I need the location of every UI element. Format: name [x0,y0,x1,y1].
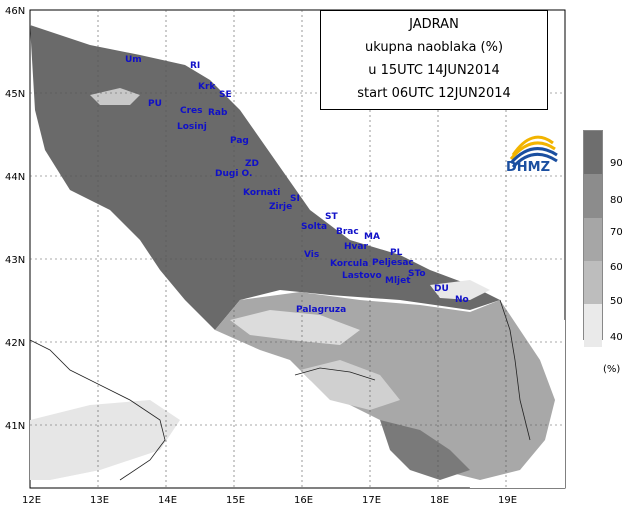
legend-label: 40 [610,332,623,343]
cloud-patch-dark-south [380,420,470,480]
place-label: SE [219,90,232,100]
place-label: Losinj [177,122,207,132]
legend-swatch [584,260,602,304]
lon-label: 18E [430,495,449,506]
place-label: Dugi O. [215,169,252,179]
place-label: Lastovo [342,271,382,281]
lat-label: 41N [5,421,25,432]
legend-swatch [584,131,602,175]
lon-label: 15E [226,495,245,506]
place-label: Cres [180,106,203,116]
legend-swatch [584,217,602,261]
cloud-cover-legend [583,130,603,348]
place-label: Zirje [269,202,292,212]
lat-label: 46N [5,6,25,17]
cloud-patch-dubrovnik [430,280,490,300]
place-label: SI [290,194,300,204]
legend-label: 50 [610,296,623,307]
cloud-patch-light [230,310,360,345]
map-title-box: JADRAN ukupna naoblaka (%) u 15UTC 14JUN… [320,10,548,110]
place-label: ST [325,212,338,222]
place-label: RI [190,61,200,71]
place-label: Solta [301,222,327,232]
place-label: PL [390,248,403,258]
place-label: Palagruza [296,305,346,315]
legend-swatch [584,304,602,348]
dhmz-logo-text: DHMZ [506,160,551,175]
legend-label: 90 [610,158,623,169]
place-label: Brac [336,227,359,237]
cloud-patch-istria [90,88,140,105]
lon-label: 14E [158,495,177,506]
coastline-albania [499,299,531,441]
lat-label: 42N [5,338,25,349]
place-label: No [455,295,469,305]
place-label: Rab [208,108,228,118]
place-label: Vis [304,250,319,260]
lat-axis-labels: 46N 45N 44N 43N 42N 41N [5,6,25,432]
legend-label: 60 [610,262,623,273]
place-label: DU [434,284,449,294]
coastline-italy [29,339,166,481]
lon-label: 17E [362,495,381,506]
title-line: u 15UTC 14JUN2014 [368,63,500,78]
place-label: STo [408,269,426,279]
lon-label: 13E [90,495,109,506]
lon-label: 19E [498,495,517,506]
place-label: Pag [230,136,249,146]
place-label: Hvar [344,242,368,252]
dhmz-logo-icon [509,135,558,169]
title-line: ukupna naoblaka (%) [364,40,504,55]
title-line: start 06UTC 12JUN2014 [357,86,511,101]
legend-swatch [584,174,602,218]
place-labels: Um RI Krk SE PU Cres Rab Losinj Pag ZD D… [125,55,469,315]
place-label: Um [125,55,142,65]
place-label: Korcula [330,259,368,269]
place-label: Mljet [385,276,411,286]
place-label: PU [148,99,162,109]
lon-label: 16E [294,495,313,506]
lon-axis-labels: 12E 13E 14E 15E 16E 17E 18E 19E [22,495,517,506]
place-label: Kornati [243,188,280,198]
lat-label: 45N [5,89,25,100]
coastline-gargano [294,367,376,381]
title-line: JADRAN [409,17,459,32]
place-label: Krk [198,82,216,92]
cloud-patch-gargano [300,360,400,410]
place-label: ZD [245,159,259,169]
lat-label: 44N [5,172,25,183]
legend-label: 80 [610,195,623,206]
cloud-patch-southwest [30,400,180,480]
lon-label: 12E [22,495,41,506]
place-label: MA [364,232,380,242]
lat-label: 43N [5,255,25,266]
legend-unit: (%) [603,364,621,375]
place-label: Peljesac [372,258,414,268]
sea-dark-cloud [30,25,500,330]
legend-label: 70 [610,227,623,238]
